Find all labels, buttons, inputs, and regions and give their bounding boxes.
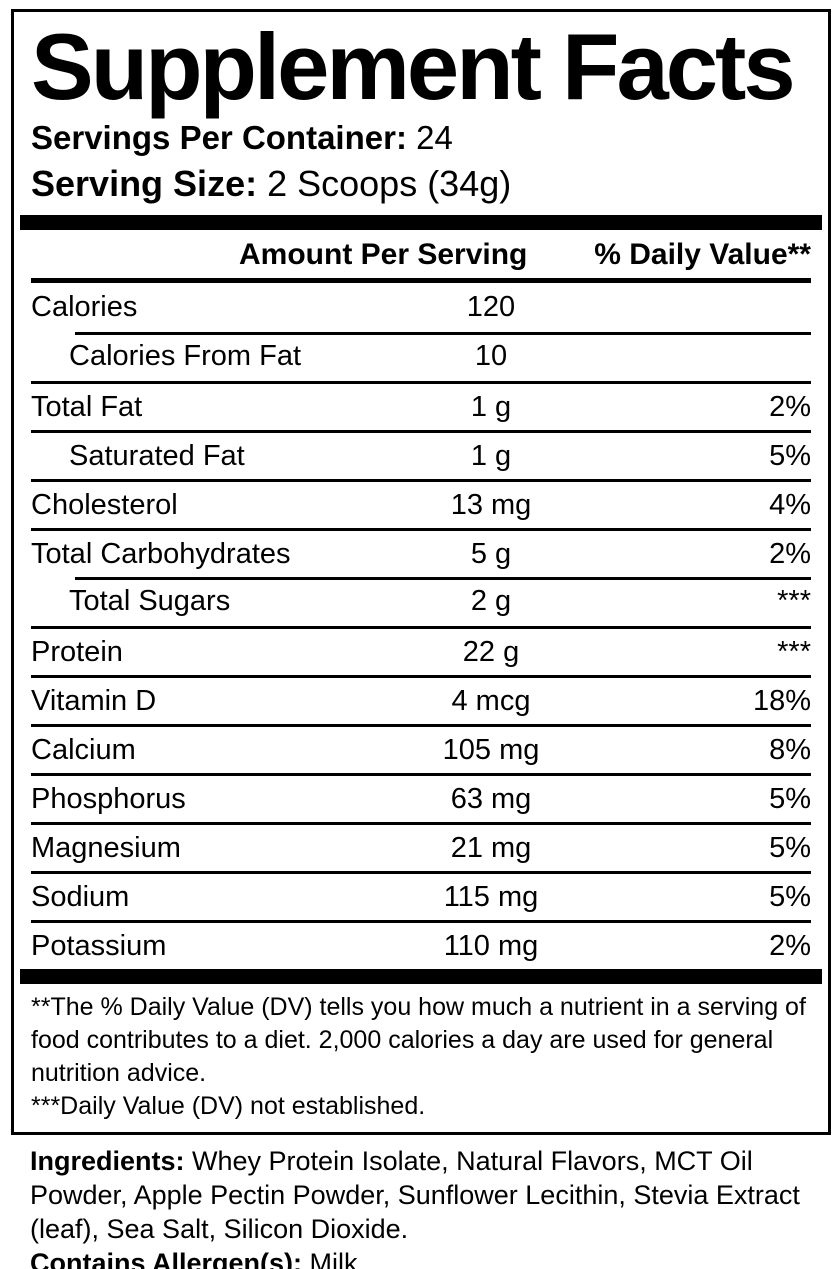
footnotes: **The % Daily Value (DV) tells you how m…: [31, 984, 811, 1132]
nutrient-name: Total Sugars: [69, 585, 231, 617]
nutrient-name: Cholesterol: [31, 488, 178, 521]
servings-per-container-line: Servings Per Container: 24: [31, 114, 811, 157]
serving-size-line: Serving Size: 2 Scoops (34g): [31, 157, 811, 215]
nutrient-row: Magnesium 21 mg 5%: [31, 822, 811, 871]
header-underline: [31, 278, 811, 283]
nutrient-daily-value: ***: [777, 585, 811, 617]
nutrient-daily-value: ***: [777, 635, 811, 668]
ingredients-line: Ingredients: Whey Protein Isolate, Natur…: [30, 1144, 813, 1246]
nutrient-row: Total Sugars 2 g ***: [31, 577, 811, 626]
servings-per-container-value: 24: [416, 119, 453, 156]
nutrient-name: Magnesium: [31, 831, 181, 864]
allergen-line: Contains Allergen(s): Milk: [30, 1246, 813, 1269]
ingredients-text: Whey Protein Isolate, Natural Flavors, M…: [30, 1146, 800, 1244]
nutrient-row: Sodium 115 mg 5%: [31, 871, 811, 920]
nutrient-daily-value: 5%: [769, 782, 811, 815]
nutrient-name: Vitamin D: [31, 684, 157, 717]
nutrient-name: Total Fat: [31, 390, 143, 423]
divider-bar-top: [20, 215, 822, 230]
nutrient-name: Saturated Fat: [69, 439, 245, 472]
nutrient-amount: 120: [466, 291, 516, 323]
nutrient-amount: 63 mg: [450, 782, 532, 815]
nutrient-name: Calcium: [31, 733, 136, 766]
nutrient-row: Calories From Fat 10: [31, 332, 811, 381]
nutrient-amount: 21 mg: [450, 831, 532, 864]
nutrient-amount: 1 g: [470, 390, 512, 423]
allergen-value: Milk: [302, 1248, 358, 1269]
nutrient-amount: 110 mg: [443, 929, 539, 962]
amount-per-serving-header: Amount Per Serving: [239, 238, 528, 271]
nutrient-daily-value: 5%: [769, 439, 811, 472]
nutrient-amount: 10: [474, 340, 508, 372]
nutrient-daily-value: 5%: [769, 880, 811, 913]
ingredients-label: Ingredients:: [30, 1146, 185, 1176]
nutrient-row: Total Fat 1 g 2%: [31, 381, 811, 430]
nutrient-name: Calories: [31, 291, 138, 323]
table-header-row: Amount Per Serving % Daily Value**: [31, 230, 811, 278]
nutrient-name: Calories From Fat: [69, 340, 302, 372]
nutrient-row: Phosphorus 63 mg 5%: [31, 773, 811, 822]
allergen-label: Contains Allergen(s):: [30, 1248, 303, 1269]
nutrient-row: Potassium 110 mg 2%: [31, 920, 811, 969]
serving-size-value: 2 Scoops (34g): [267, 163, 512, 204]
nutrient-row: Total Carbohydrates 5 g 2%: [31, 528, 811, 577]
nutrient-amount: 4 mcg: [451, 684, 531, 717]
daily-value-header: % Daily Value**: [594, 238, 811, 271]
nutrient-amount: 22 g: [462, 635, 520, 668]
daily-value-footnote: **The % Daily Value (DV) tells you how m…: [31, 993, 806, 1087]
nutrient-row: Cholesterol 13 mg 4%: [31, 479, 811, 528]
nutrient-row: Saturated Fat 1 g 5%: [31, 430, 811, 479]
ingredients-block: Ingredients: Whey Protein Isolate, Natur…: [30, 1144, 813, 1269]
nutrient-row: Protein 22 g ***: [31, 626, 811, 675]
nutrient-name: Sodium: [31, 880, 130, 913]
panel-title: Supplement Facts: [31, 14, 796, 119]
nutrient-name: Phosphorus: [31, 782, 186, 815]
nutrient-name: Total Carbohydrates: [31, 537, 291, 570]
nutrient-amount: 5 g: [470, 537, 512, 570]
nutrient-row: Calcium 105 mg 8%: [31, 724, 811, 773]
servings-per-container-label: Servings Per Container:: [31, 119, 407, 156]
supplement-facts-panel: Supplement Facts Servings Per Container:…: [11, 9, 831, 1135]
nutrient-daily-value: 8%: [769, 733, 811, 766]
nutrient-daily-value: 2%: [769, 537, 811, 570]
nutrient-daily-value: 4%: [769, 488, 811, 521]
nutrient-daily-value: 2%: [769, 390, 811, 423]
nutrient-amount: 1 g: [470, 439, 512, 472]
nutrient-amount: 13 mg: [450, 488, 532, 521]
nutrient-daily-value: 5%: [769, 831, 811, 864]
nutrient-amount: 115 mg: [443, 880, 539, 913]
divider-bar-bottom: [20, 969, 822, 984]
dv-not-established-footnote: ***Daily Value (DV) not established.: [31, 1092, 426, 1120]
serving-size-label: Serving Size:: [31, 163, 258, 204]
nutrient-daily-value: 2%: [769, 929, 811, 962]
nutrient-amount: 105 mg: [442, 733, 540, 766]
nutrient-daily-value: 18%: [752, 684, 811, 717]
nutrient-name: Protein: [31, 635, 123, 668]
nutrient-row: Vitamin D 4 mcg 18%: [31, 675, 811, 724]
nutrient-name: Potassium: [31, 929, 167, 962]
nutrient-rows: Calories 120 Calories From Fat 10 Total …: [31, 283, 811, 969]
nutrient-row: Calories 120: [31, 283, 811, 332]
nutrient-amount: 2 g: [470, 585, 512, 617]
